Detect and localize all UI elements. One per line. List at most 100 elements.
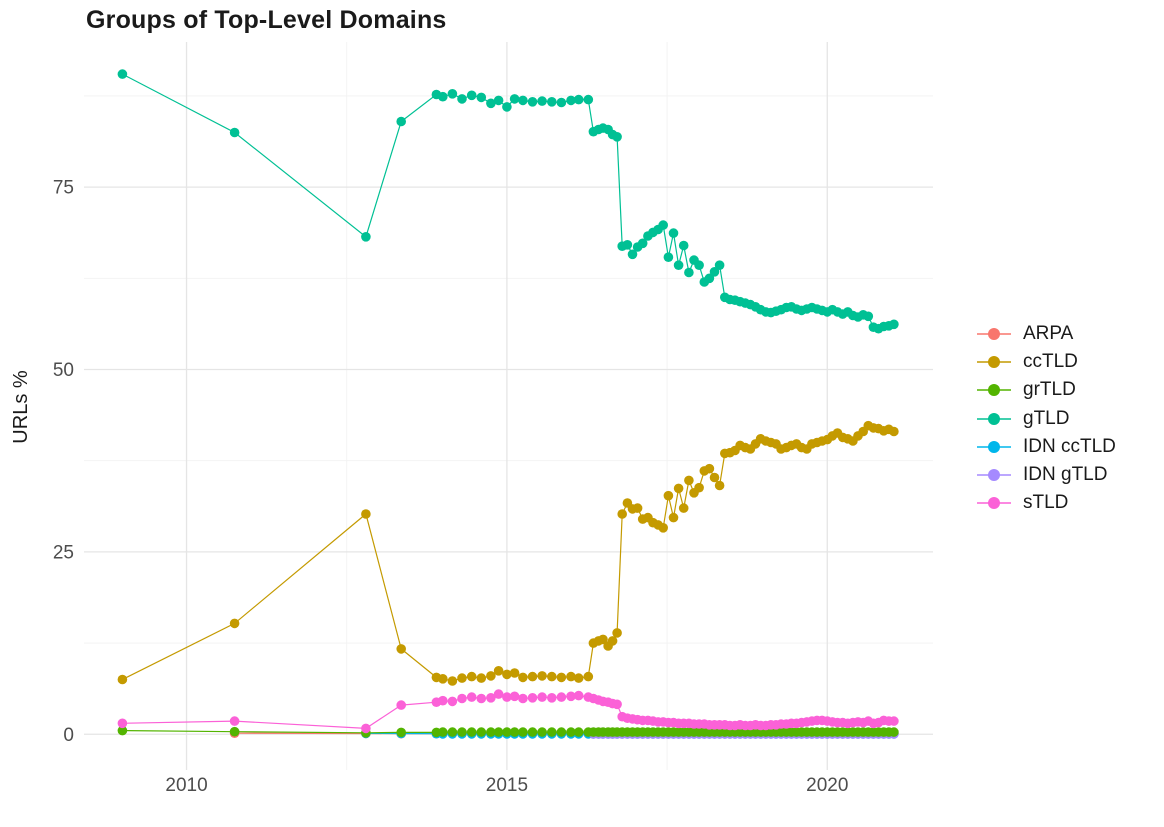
data-point: [566, 95, 576, 106]
series-cctld: [117, 420, 899, 686]
data-point: [476, 673, 487, 683]
legend-key-idn-cctld-icon: [977, 440, 1011, 453]
legend-label-gtld: gTLD: [1023, 407, 1070, 429]
legend-entry-arpa: ARPA: [976, 320, 1116, 348]
data-point: [889, 426, 899, 437]
data-point: [527, 727, 538, 737]
data-point: [889, 319, 899, 330]
data-point: [673, 260, 684, 271]
data-point: [117, 725, 128, 736]
data-point: [668, 512, 679, 523]
legend-entry-cctld: ccTLD: [976, 348, 1116, 376]
data-point: [547, 671, 557, 682]
data-point: [566, 671, 576, 682]
data-point: [229, 618, 240, 629]
data-point: [537, 671, 547, 681]
data-point: [396, 116, 407, 127]
legend-label-idn-gtld: IDN gTLD: [1023, 464, 1108, 486]
legend-entry-idn-cctld: IDN ccTLD: [976, 433, 1116, 461]
data-point: [527, 97, 538, 107]
data-point: [361, 509, 371, 519]
series-gtld: [117, 69, 899, 334]
data-point: [502, 102, 512, 112]
axis-tick-labels: 0 25 50 75 2010 2015 2020: [53, 178, 849, 796]
data-point: [527, 693, 538, 703]
data-point: [668, 228, 679, 238]
data-point: [673, 483, 684, 494]
series-gtld-line: [122, 73, 895, 330]
data-point: [607, 636, 618, 646]
legend-key-arpa-icon: [977, 328, 1011, 341]
data-point: [117, 674, 128, 685]
data-point: [527, 671, 538, 682]
legend-key-idn-gtld-icon: [977, 469, 1011, 482]
gridlines: [84, 42, 933, 770]
data-point: [438, 727, 448, 737]
data-point: [447, 676, 458, 686]
data-point: [537, 727, 547, 737]
data-point: [612, 628, 622, 638]
data-point: [457, 673, 467, 683]
data-point: [678, 240, 689, 251]
legend-key-cctld-icon: [977, 356, 1011, 369]
data-point: [447, 727, 458, 737]
data-point: [684, 475, 694, 486]
data-point: [709, 472, 720, 483]
data-point: [361, 723, 371, 734]
data-point: [537, 96, 547, 106]
data-point: [547, 97, 557, 107]
data-point: [447, 89, 458, 99]
data-point: [502, 727, 512, 737]
data-point: [658, 523, 668, 533]
data-point: [518, 693, 528, 704]
data-point: [509, 668, 520, 678]
data-point: [438, 674, 448, 684]
data-point: [612, 699, 622, 710]
data-point: [518, 95, 528, 106]
data-point: [622, 240, 633, 250]
data-point: [493, 689, 504, 699]
legend-entry-grtld: grTLD: [976, 376, 1116, 404]
data-point: [678, 503, 689, 513]
data-point: [361, 232, 371, 242]
data-point: [627, 249, 638, 260]
legend-key-gtld-icon: [977, 412, 1011, 425]
data-point: [486, 693, 496, 703]
data-point: [518, 672, 528, 683]
data-point: [509, 94, 520, 104]
data-point: [396, 644, 407, 654]
data-point: [493, 666, 504, 676]
data-point: [612, 132, 622, 142]
data-point: [457, 693, 467, 704]
x-tick-label-2015: 2015: [486, 775, 528, 796]
data-point: [658, 220, 668, 230]
data-point: [466, 90, 477, 101]
x-tick-label-2010: 2010: [165, 775, 207, 796]
data-point: [493, 95, 504, 106]
data-point: [889, 727, 899, 737]
legend: ARPA ccTLD grTLD gTLD IDN ccTLD IDN gTLD sTLD: [976, 320, 1116, 517]
legend-label-cctld: ccTLD: [1023, 351, 1078, 373]
y-tick-label-0: 0: [63, 725, 74, 746]
data-point: [457, 94, 467, 104]
data-point: [229, 716, 240, 726]
data-point: [573, 673, 584, 683]
data-point: [556, 727, 567, 737]
data-point: [573, 94, 584, 105]
data-point: [396, 700, 407, 710]
data-point: [547, 693, 557, 703]
data-point: [704, 463, 715, 474]
data-point: [537, 692, 547, 702]
data-point: [714, 480, 725, 491]
data-point: [486, 98, 496, 109]
chart-title: Groups of Top-Level Domains: [86, 6, 447, 34]
data-point: [556, 672, 567, 683]
data-point: [486, 671, 496, 681]
y-tick-label-25: 25: [53, 542, 74, 563]
data-point: [396, 727, 407, 738]
data-point: [556, 692, 567, 702]
data-point: [493, 727, 504, 737]
data-point: [447, 696, 458, 707]
